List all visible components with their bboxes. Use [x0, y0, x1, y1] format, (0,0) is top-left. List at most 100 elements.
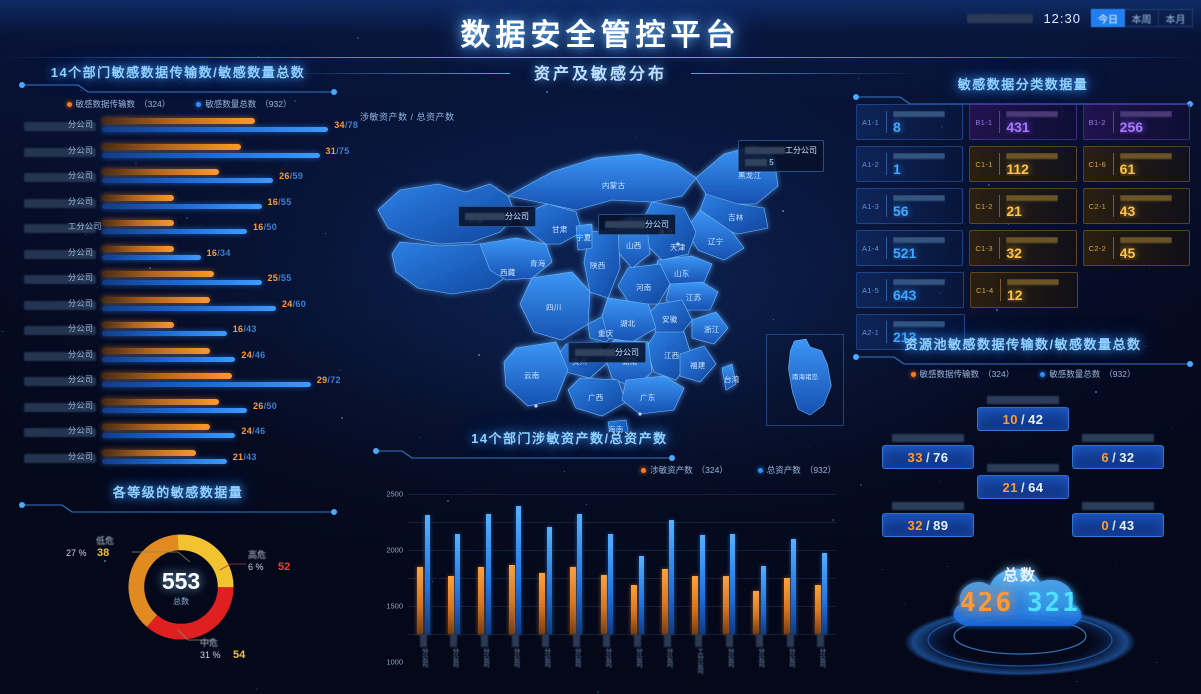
dept-bar-row[interactable]: 分公司 21/43: [24, 450, 334, 476]
resource-pool-right-upper-label: [1082, 434, 1154, 442]
dept-bar-row[interactable]: 分公司 26/59: [24, 169, 334, 195]
cloud-total-total: 321: [1027, 588, 1080, 618]
dept-bar-row[interactable]: 分公司 16/34: [24, 246, 334, 272]
classification-body: 8: [893, 111, 945, 134]
classification-cell[interactable]: B1-1 431: [969, 104, 1076, 140]
dept-bar-value: 24/46: [241, 426, 265, 436]
classification-cell[interactable]: C1-3 32: [969, 230, 1076, 266]
cloud-total-numbers: 426 321: [900, 588, 1140, 618]
time-range-tabs[interactable]: 今日 本周 本月: [1091, 9, 1193, 27]
classification-cell[interactable]: C2-1 43: [1083, 188, 1190, 224]
classification-name-redacted: [1006, 237, 1058, 243]
resource-pool-right-upper-value[interactable]: 6 / 32: [1072, 445, 1164, 469]
chart-y-tick-label: 1000: [386, 658, 403, 667]
resource-pool-left-upper[interactable]: 33 / 76: [882, 434, 974, 469]
map-tooltip-3[interactable]: 分公司: [458, 206, 536, 227]
chart-bar-group[interactable]: [439, 494, 470, 634]
tab-month[interactable]: 本月: [1159, 9, 1193, 27]
chart-bar-group[interactable]: [469, 494, 500, 634]
resource-pool-right-lower-value[interactable]: 0 / 43: [1072, 513, 1164, 537]
chart-bar-group[interactable]: [714, 494, 745, 634]
classification-body: 43: [1120, 195, 1172, 218]
province-label-yunnan: 云南: [524, 370, 540, 381]
chart-bar-group[interactable]: [500, 494, 531, 634]
dept-bar-row[interactable]: 分公司 24/46: [24, 348, 334, 374]
classification-row: A1-4 521 C1-3 32 C2-2 45: [856, 230, 1190, 266]
chart-bar-group[interactable]: [775, 494, 806, 634]
chart-x-tick-redacted: [512, 634, 519, 647]
china-map[interactable]: 涉敏资产数 / 总资产数: [340, 92, 860, 432]
chart-x-tick-label: 分公司: [724, 648, 734, 668]
chart-bar-group[interactable]: [408, 494, 439, 634]
chart-bar-group[interactable]: [591, 494, 622, 634]
dept-bar-track: [102, 399, 334, 413]
dept-bar-label: 分公司: [68, 272, 94, 283]
classification-cell[interactable]: A1-2 1: [856, 146, 963, 182]
header-controls: 12:30 今日 本周 本月: [967, 9, 1193, 27]
classification-cell[interactable]: C1-4 12: [970, 272, 1078, 308]
classification-name-redacted: [1120, 111, 1172, 117]
donut-callout-mid-value: 54: [233, 649, 245, 661]
classification-cell[interactable]: A1-4 521: [856, 230, 963, 266]
classification-cell[interactable]: C1-2 21: [969, 188, 1076, 224]
resource-pool-left-upper-value[interactable]: 33 / 76: [882, 445, 974, 469]
dept-bar-label: 工分公司: [68, 221, 102, 232]
dept-bar-row[interactable]: 分公司 24/60: [24, 297, 334, 323]
chart-bar-group[interactable]: [530, 494, 561, 634]
resource-pool-right-lower[interactable]: 0 / 43: [1072, 502, 1164, 537]
classification-cell[interactable]: A1-3 56: [856, 188, 963, 224]
dept-bar-track: [102, 348, 334, 362]
tab-week[interactable]: 本周: [1125, 9, 1159, 27]
dept-bar-sensitive: [102, 246, 174, 252]
chart-bar-group[interactable]: [744, 494, 775, 634]
province-label-tianjin: 天津: [670, 242, 686, 253]
classification-cell[interactable]: C2-2 45: [1083, 230, 1190, 266]
chart-bar-group[interactable]: [653, 494, 684, 634]
classification-cell[interactable]: A1-5 643: [856, 272, 964, 308]
dept-bar-value: 24/60: [282, 299, 306, 309]
resource-pool-top-center-value[interactable]: 10 / 42: [977, 407, 1069, 431]
chart-bar-sensitive: [784, 578, 790, 634]
dept-bar-row[interactable]: 分公司 31/75: [24, 144, 334, 170]
dept-bar-row[interactable]: 分公司 29/72: [24, 373, 334, 399]
dept-bar-value: 26/59: [279, 171, 303, 181]
resource-pool-right-upper[interactable]: 6 / 32: [1072, 434, 1164, 469]
legend-dept-transfer: 敏感数据传输数 （324） 敏感数量总数 （932）: [24, 98, 334, 110]
resource-pool-mid-center-value[interactable]: 21 / 64: [977, 475, 1069, 499]
dept-bar-label: 分公司: [68, 400, 94, 411]
resource-pool-top-center[interactable]: 10 / 42: [977, 396, 1069, 431]
classification-name-redacted: [1120, 237, 1172, 243]
chart-bar-total: [547, 527, 552, 635]
chart-bar-group[interactable]: [622, 494, 653, 634]
chart-bar-group[interactable]: [683, 494, 714, 634]
resource-pool-left-lower-value[interactable]: 32 / 89: [882, 513, 974, 537]
dept-assets-bar-chart: 涉敏资产数 （324） 总资产数 （932） 05001000150020002…: [372, 428, 842, 690]
province-label-shandong: 山东: [674, 268, 690, 279]
dept-bar-row[interactable]: 分公司 25/55: [24, 271, 334, 297]
classification-cell[interactable]: B1-2 256: [1083, 104, 1190, 140]
map-tooltip-1[interactable]: 工分公司 5: [738, 140, 824, 172]
chart-bar-group[interactable]: [561, 494, 592, 634]
map-tooltip-4[interactable]: 分公司: [568, 342, 646, 363]
classification-divider: [886, 111, 887, 133]
map-tooltip-2[interactable]: 分公司: [598, 214, 676, 235]
dept-bar-row[interactable]: 工分公司 16/50: [24, 220, 334, 246]
panel-title-dept-transfer-label: 14个部门敏感数据传输数/敏感数量总数: [51, 62, 306, 81]
resource-pool-left-lower[interactable]: 32 / 89: [882, 502, 974, 537]
resource-pool-mid-center[interactable]: 21 / 64: [977, 464, 1069, 499]
dept-bar-row[interactable]: 分公司 16/55: [24, 195, 334, 221]
pool-sensitive-4: 32: [907, 518, 922, 533]
dept-bar-row[interactable]: 分公司 26/50: [24, 399, 334, 425]
chart-bar-total: [791, 539, 796, 634]
panel-title-dept-transfer-rule: [18, 82, 338, 94]
classification-name-redacted: [893, 195, 945, 201]
classification-cell[interactable]: C1-6 61: [1083, 146, 1190, 182]
dept-bar-row[interactable]: 分公司 16/43: [24, 322, 334, 348]
classification-cell[interactable]: C1-1 112: [969, 146, 1076, 182]
map-tooltip-3-redacted: [465, 213, 505, 220]
chart-bar-group[interactable]: [806, 494, 837, 634]
classification-cell[interactable]: A1-1 8: [856, 104, 963, 140]
dept-bar-row[interactable]: 分公司 24/46: [24, 424, 334, 450]
tab-today[interactable]: 今日: [1091, 9, 1125, 27]
dept-bar-row[interactable]: 分公司 34/78: [24, 118, 334, 144]
